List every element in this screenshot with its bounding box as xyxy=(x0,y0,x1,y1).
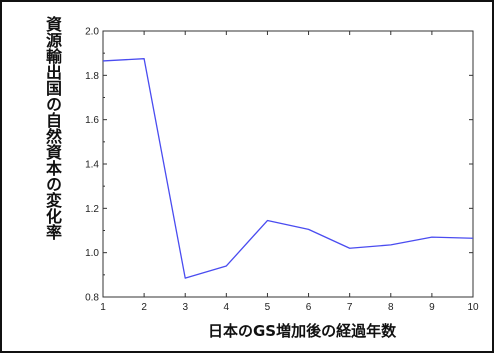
y-axis-label: 資源輸出国の自然資本の変化率 xyxy=(43,16,62,240)
x-tick-label: 4 xyxy=(224,302,230,313)
x-tick-label: 9 xyxy=(429,302,435,313)
x-tick-label: 6 xyxy=(306,302,312,313)
x-tick-label: 10 xyxy=(467,302,479,313)
y-axis-ticks: 0.8 1.0 1.2 1.4 1.6 1.8 2.0 xyxy=(85,27,473,304)
y-tick-label: 1.2 xyxy=(85,204,99,215)
x-axis-ticks: 1 2 3 4 5 6 7 8 9 10 xyxy=(100,31,479,313)
x-tick-label: 2 xyxy=(141,302,147,313)
y-tick-label: 1.6 xyxy=(85,115,99,126)
x-tick-label: 3 xyxy=(182,302,188,313)
plot-border xyxy=(102,30,474,298)
x-tick-label: 7 xyxy=(347,302,353,313)
x-axis-label: 日本のGS増加後の経過年数 xyxy=(208,322,397,340)
y-tick-label: 2.0 xyxy=(85,27,99,38)
series-group xyxy=(102,58,474,279)
x-tick-label: 1 xyxy=(100,302,106,313)
plot-axes xyxy=(102,30,474,298)
y-tick-label: 0.8 xyxy=(85,293,99,304)
y-tick-label: 1.0 xyxy=(85,248,99,259)
y-tick-label: 1.4 xyxy=(85,160,99,171)
x-tick-label: 8 xyxy=(388,302,394,313)
x-tick-label: 5 xyxy=(265,302,271,313)
y-tick-label: 1.8 xyxy=(85,71,99,82)
series-line xyxy=(102,58,474,279)
